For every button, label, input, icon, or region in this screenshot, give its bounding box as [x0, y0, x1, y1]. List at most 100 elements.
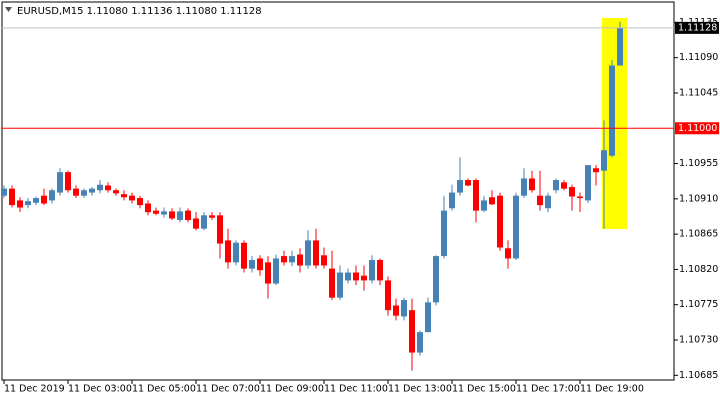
candle-body	[321, 255, 327, 266]
x-tick-label: 11 Dec 09:00	[260, 384, 324, 395]
candle-body	[265, 262, 271, 284]
x-tick-label: 11 Dec 19:00	[580, 384, 644, 395]
candle-body	[609, 65, 615, 156]
candle-body	[401, 300, 407, 317]
candle-body	[385, 280, 391, 311]
candle-body	[617, 27, 623, 66]
candle-body	[297, 254, 303, 266]
candle-body	[497, 195, 503, 248]
candle-body	[273, 258, 279, 284]
candle-body	[593, 168, 599, 173]
candle-body	[409, 310, 415, 353]
candle-body	[9, 188, 15, 206]
candle-body	[41, 195, 47, 204]
candle-body	[521, 178, 527, 196]
candle-body	[193, 218, 199, 229]
candle-body	[289, 256, 295, 263]
candle-body	[65, 172, 71, 191]
candle-body	[185, 210, 191, 221]
candle-body	[57, 172, 63, 193]
y-tick-label: 1.10865	[679, 229, 718, 240]
current-price-box	[675, 21, 719, 34]
x-tick-label: 11 Dec 17:00	[516, 384, 580, 395]
candle-body	[377, 260, 383, 281]
level-label: 1.11000	[678, 123, 717, 134]
level-label-box	[675, 122, 719, 135]
candle-body	[585, 165, 591, 201]
candle-body	[561, 182, 567, 189]
candle-body	[97, 184, 103, 191]
candle-body	[241, 242, 247, 269]
candle-body	[17, 200, 23, 208]
candle-body	[201, 215, 207, 229]
candle-body	[545, 195, 551, 209]
candle-body	[529, 178, 535, 191]
chart-title: EURUSD,M15 1.11080 1.11136 1.11080 1.111…	[17, 6, 262, 17]
candle-body	[81, 190, 87, 196]
candle-body	[73, 188, 79, 196]
candle-body	[113, 190, 119, 194]
candle-body	[257, 258, 263, 271]
candle-body	[233, 242, 239, 263]
candle-body	[89, 188, 95, 193]
candle-body	[129, 195, 135, 201]
candle-body	[537, 195, 543, 206]
candle-body	[489, 197, 495, 205]
x-tick-label: 11 Dec 2019	[4, 384, 65, 395]
candle-body	[513, 195, 519, 259]
candle-body	[425, 302, 431, 333]
candle-body	[353, 272, 359, 281]
candle-body	[1, 188, 7, 196]
candle-body	[313, 240, 319, 266]
candle-body	[345, 272, 351, 281]
candle-body	[137, 198, 143, 206]
candle-body	[433, 256, 439, 303]
candle-body	[553, 180, 559, 191]
x-tick-label: 11 Dec 15:00	[452, 384, 516, 395]
y-tick-label: 1.10910	[679, 193, 718, 204]
candle-body	[441, 210, 447, 257]
candle-body	[393, 305, 399, 316]
candle-body	[457, 180, 463, 193]
candle-body	[25, 201, 31, 206]
y-tick-label: 1.10820	[679, 264, 718, 275]
candle-body	[305, 240, 311, 266]
candle-body	[481, 200, 487, 211]
y-tick-label: 1.10955	[679, 158, 718, 169]
candle-body	[33, 198, 39, 203]
y-tick-label: 1.11045	[679, 87, 718, 98]
candle-body	[369, 260, 375, 281]
candle-body	[153, 210, 159, 214]
candle-body	[417, 332, 423, 353]
y-tick-label: 1.10730	[679, 335, 718, 346]
y-tick-label: 1.10775	[679, 299, 718, 310]
y-tick-label: 1.11090	[679, 52, 718, 63]
candle-body	[361, 275, 367, 281]
current-price-label: 1.11128	[678, 22, 717, 33]
candle-body	[473, 180, 479, 211]
candle-body	[121, 194, 127, 198]
candle-body	[569, 187, 575, 197]
candle-body	[209, 215, 215, 218]
candle-body	[465, 180, 471, 186]
x-tick-label: 11 Dec 03:00	[68, 384, 132, 395]
candle-body	[249, 260, 255, 269]
candle-body	[577, 196, 583, 199]
candle-body	[601, 150, 607, 171]
x-tick-label: 11 Dec 07:00	[196, 384, 260, 395]
candle-body	[217, 215, 223, 244]
x-tick-label: 11 Dec 11:00	[324, 384, 388, 395]
candle-body	[105, 185, 111, 191]
menu-icon	[5, 7, 12, 12]
candle-body	[337, 272, 343, 298]
y-tick-label: 1.10685	[679, 370, 718, 381]
candle-body	[505, 248, 511, 259]
candle-body	[177, 211, 183, 221]
x-tick-label: 11 Dec 13:00	[388, 384, 452, 395]
candle-body	[145, 203, 151, 213]
candle-body	[49, 190, 55, 201]
candle-body	[449, 192, 455, 209]
x-tick-label: 11 Dec 05:00	[132, 384, 196, 395]
